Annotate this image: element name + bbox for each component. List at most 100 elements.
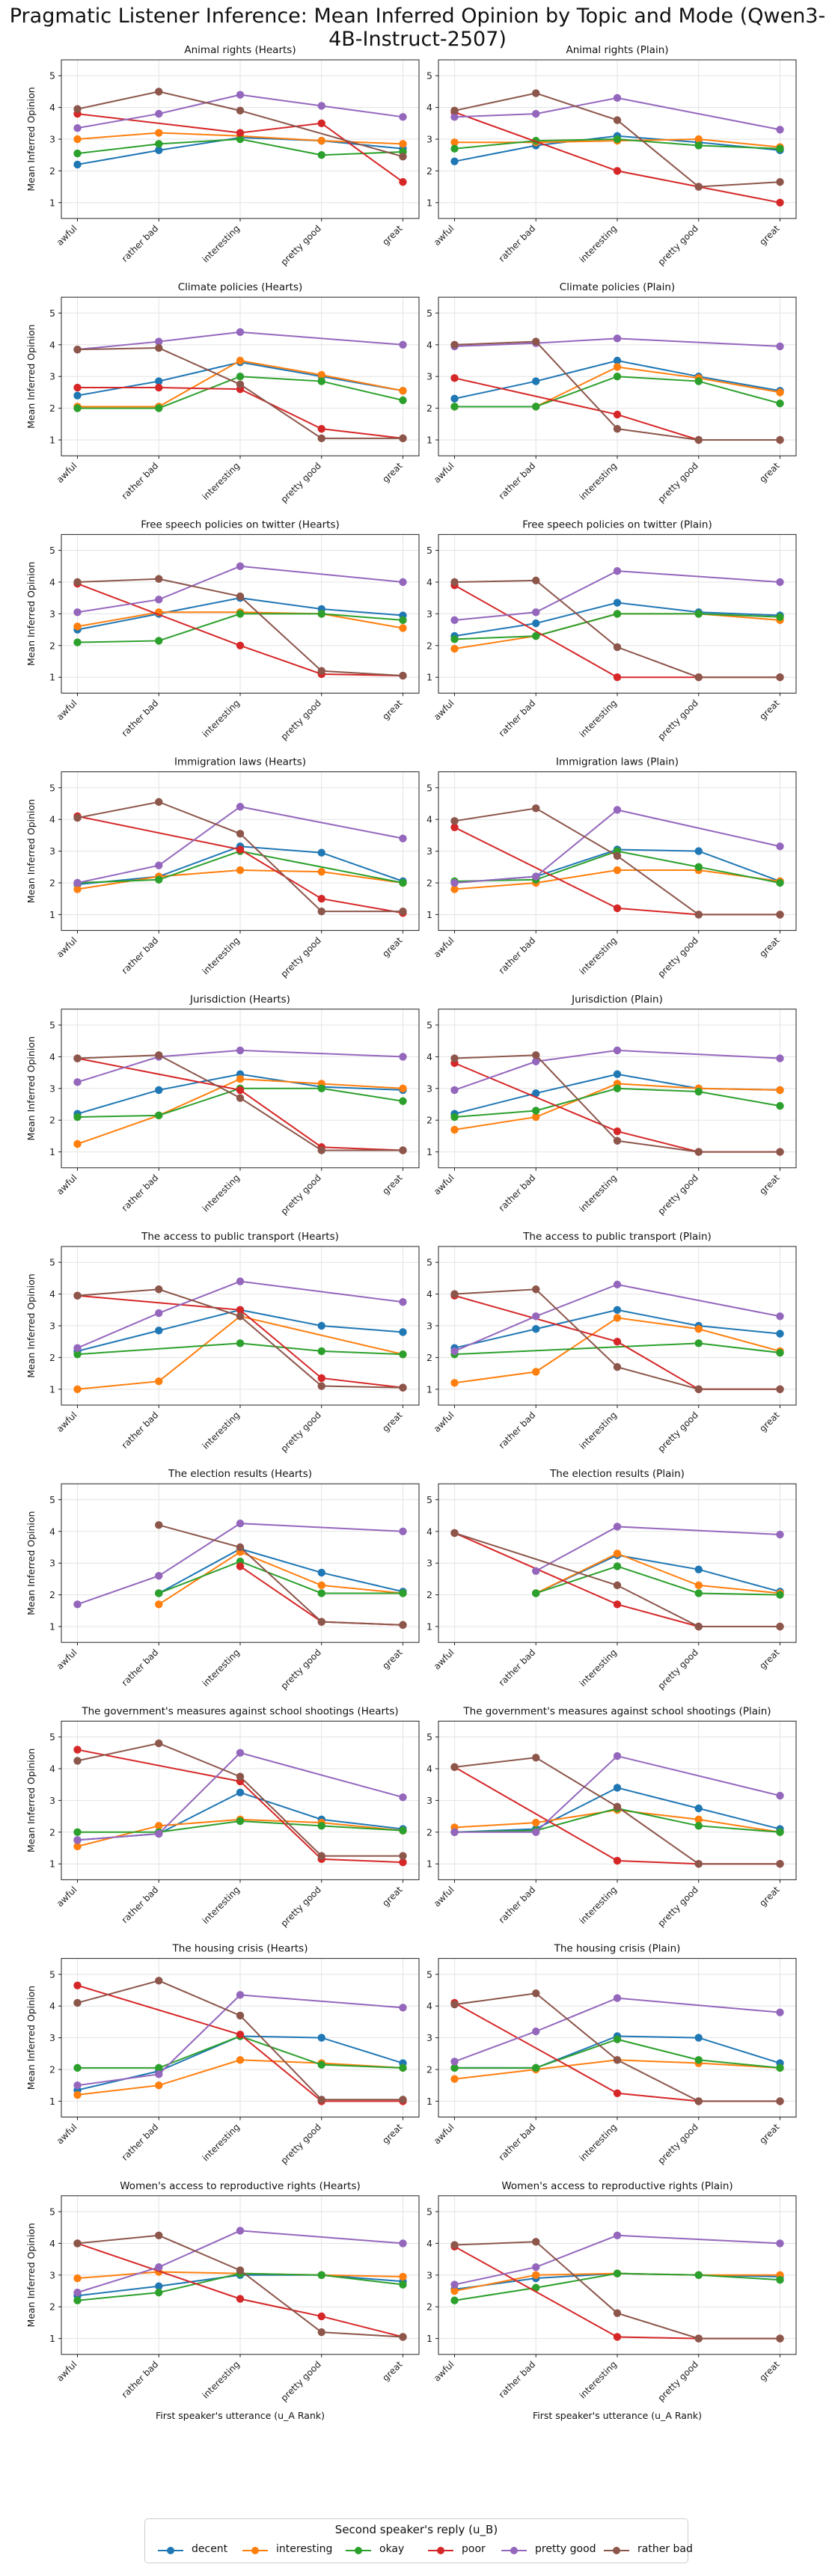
data-point-pretty-good bbox=[532, 109, 540, 118]
y-tick-label: 3 bbox=[49, 2032, 55, 2043]
data-point-poor bbox=[317, 895, 325, 903]
series-line-rather-bad bbox=[158, 1524, 403, 1626]
data-point-interesting bbox=[776, 388, 784, 397]
data-point-okay bbox=[73, 404, 82, 412]
y-tick-label: 1 bbox=[426, 672, 432, 683]
data-point-rather-bad bbox=[399, 907, 407, 916]
legend-swatch-marker bbox=[613, 2547, 620, 2554]
panel-title: The housing crisis (Hearts) bbox=[172, 1943, 308, 1955]
panel-jurisdiction-plain: Jurisdiction (Plain) 1 2 3 4 5 awful rather bad… bbox=[426, 994, 797, 1217]
panel-title: The housing crisis (Plain) bbox=[554, 1943, 681, 1955]
y-tick-label: 3 bbox=[49, 1083, 55, 1094]
data-point-pretty-good bbox=[776, 2008, 784, 2016]
data-point-pretty-good bbox=[613, 1280, 622, 1289]
x-tick-label: great bbox=[757, 1172, 782, 1197]
x-tick-label: interesting bbox=[201, 2122, 242, 2164]
x-tick-label: rather bad bbox=[497, 1172, 538, 1214]
series-pretty-good bbox=[73, 1520, 407, 1609]
data-point-okay bbox=[694, 377, 703, 385]
data-point-interesting bbox=[399, 2272, 407, 2281]
panel-title: The access to public transport (Plain) bbox=[522, 1231, 712, 1243]
data-point-rather-bad bbox=[450, 1763, 459, 1772]
y-tick-label: 5 bbox=[49, 1257, 55, 1268]
legend-label: poor bbox=[462, 2543, 486, 2555]
data-point-okay bbox=[694, 1339, 703, 1347]
data-point-rather-bad bbox=[155, 1051, 163, 1059]
series-okay bbox=[73, 373, 407, 412]
data-point-rather-bad bbox=[236, 1543, 245, 1552]
panel-women-s-access-to-reproductive-rights-hearts: Women's access to reproductive rights (H… bbox=[25, 2180, 420, 2421]
data-point-rather-bad bbox=[450, 2241, 459, 2249]
data-point-interesting bbox=[236, 2056, 245, 2064]
x-tick-label: great bbox=[757, 2359, 782, 2384]
data-point-pretty-good bbox=[613, 2231, 622, 2239]
legend-swatch-marker bbox=[251, 2547, 259, 2554]
data-point-interesting bbox=[532, 2271, 540, 2279]
panel-title: Immigration laws (Hearts) bbox=[174, 756, 306, 768]
data-point-rather-bad bbox=[317, 2328, 325, 2337]
series-rather-bad bbox=[450, 1285, 784, 1394]
x-tick-label: pretty good bbox=[279, 2359, 323, 2403]
panel-title: The government's measures against school… bbox=[462, 1705, 771, 1717]
y-axis-label: Mean Inferred Opinion bbox=[25, 1036, 37, 1140]
x-tick-label: rather bad bbox=[497, 1410, 538, 1451]
x-tick-label: interesting bbox=[578, 223, 620, 265]
x-tick-label: interesting bbox=[201, 1410, 242, 1451]
data-point-okay bbox=[155, 637, 163, 645]
data-point-interesting bbox=[73, 1385, 82, 1394]
y-tick-label: 2 bbox=[426, 403, 432, 414]
panel-the-housing-crisis-plain: The housing crisis (Plain) 1 2 3 4 5 awful rath… bbox=[426, 1943, 797, 2166]
x-tick-label: great bbox=[380, 1884, 405, 1909]
y-tick-label: 4 bbox=[49, 2238, 55, 2249]
data-point-okay bbox=[613, 1562, 622, 1570]
data-point-interesting bbox=[450, 1125, 459, 1134]
x-tick-label: great bbox=[380, 1172, 405, 1197]
data-point-okay bbox=[399, 616, 407, 625]
y-tick-label: 5 bbox=[49, 70, 55, 82]
data-point-interesting bbox=[317, 1581, 325, 1590]
data-point-pretty-good bbox=[450, 113, 459, 121]
data-point-interesting bbox=[73, 1139, 82, 1148]
data-point-interesting bbox=[73, 2090, 82, 2099]
data-point-rather-bad bbox=[450, 1529, 459, 1538]
panel-free-speech-policies-on-twitter-hearts: Free speech policies on twitter (Hearts)… bbox=[25, 518, 420, 742]
y-tick-label: 1 bbox=[49, 672, 55, 683]
data-point-okay bbox=[776, 613, 784, 621]
series-pretty-good bbox=[73, 1991, 407, 2090]
x-tick-label: interesting bbox=[578, 935, 620, 977]
data-point-interesting bbox=[73, 135, 82, 144]
x-tick-label: awful bbox=[432, 1885, 456, 1909]
x-tick-label: rather bad bbox=[497, 2359, 538, 2400]
series-pretty-good bbox=[73, 2227, 407, 2297]
data-point-interesting bbox=[532, 1818, 540, 1827]
data-point-okay bbox=[776, 1591, 784, 1599]
data-point-interesting bbox=[613, 1314, 622, 1322]
data-point-poor bbox=[613, 904, 622, 913]
data-point-okay bbox=[694, 2271, 703, 2279]
data-point-poor bbox=[317, 424, 325, 433]
data-point-rather-bad bbox=[694, 1148, 703, 1156]
x-tick-label: rather bad bbox=[120, 460, 161, 501]
series-poor bbox=[73, 109, 407, 186]
y-tick-label: 3 bbox=[49, 371, 55, 382]
panel-the-government-s-measures-against-school-shootings-hearts: The government's measures against school… bbox=[25, 1705, 420, 1929]
data-point-pretty-good bbox=[155, 109, 163, 118]
data-point-pretty-good bbox=[776, 842, 784, 851]
data-point-pretty-good bbox=[236, 2227, 245, 2235]
x-tick-label: pretty good bbox=[279, 698, 323, 742]
data-point-okay bbox=[776, 1101, 784, 1110]
y-tick-label: 5 bbox=[49, 1968, 55, 1980]
data-point-rather-bad bbox=[613, 424, 622, 433]
data-point-poor bbox=[155, 383, 163, 392]
legend-items: decent interesting okay poor pretty good rath… bbox=[145, 2542, 693, 2560]
x-tick-label: great bbox=[757, 460, 782, 485]
x-tick-label: rather bad bbox=[120, 2359, 161, 2400]
panel-title: The election results (Plain) bbox=[549, 1468, 685, 1480]
x-tick-label: interesting bbox=[201, 1647, 242, 1689]
y-tick-label: 2 bbox=[426, 1589, 432, 1600]
y-tick-label: 5 bbox=[49, 782, 55, 793]
y-tick-label: 1 bbox=[426, 909, 432, 920]
y-tick-label: 2 bbox=[426, 2301, 432, 2313]
series-line-pretty-good bbox=[77, 806, 403, 884]
data-point-rather-bad bbox=[450, 578, 459, 587]
